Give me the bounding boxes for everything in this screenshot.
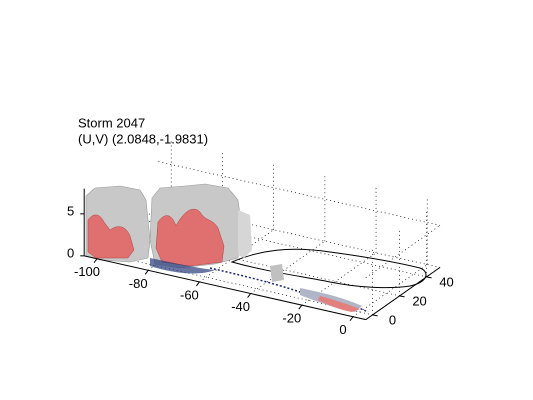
- y-tick: [372, 314, 378, 317]
- x-tick-label: -100: [74, 264, 100, 279]
- x-tick-label: 0: [339, 322, 346, 337]
- x-tick: [93, 258, 98, 264]
- x-tick-label: -60: [180, 287, 199, 302]
- surface-base: [150, 258, 215, 274]
- surface-core: [318, 296, 360, 312]
- title: Storm 2047: [78, 115, 145, 130]
- y-tick: [399, 295, 405, 298]
- x-tick: [144, 270, 149, 275]
- z-tick-label: 0: [67, 245, 74, 260]
- y-axis: [365, 266, 441, 321]
- surface-core: [87, 214, 135, 259]
- x-tick: [247, 293, 252, 298]
- y-tick: [426, 276, 432, 279]
- grid-line: [158, 161, 441, 226]
- y-tick-label: 0: [389, 312, 396, 327]
- x-tick-label: -80: [129, 276, 148, 291]
- coastline: [230, 248, 427, 289]
- x-tick-label: -40: [231, 299, 250, 314]
- x-tick-label: -20: [282, 311, 301, 326]
- subtitle: (U,V) (2.0848,-1.9831): [78, 131, 208, 146]
- isosurface: [85, 183, 427, 313]
- z-tick-label: 5: [67, 203, 74, 218]
- surface-blob: [270, 264, 284, 282]
- x-tick: [349, 316, 354, 322]
- x-tick: [298, 304, 303, 310]
- surface-core: [155, 208, 225, 267]
- x-axis: [84, 255, 366, 321]
- y-tick-label: 40: [439, 274, 453, 289]
- surface-blob: [238, 210, 252, 258]
- x-tick: [195, 281, 200, 287]
- y-tick-label: 20: [412, 293, 426, 308]
- axes: -100 -80 -60 -40 -20 0 0 20 40 0 5: [67, 188, 454, 337]
